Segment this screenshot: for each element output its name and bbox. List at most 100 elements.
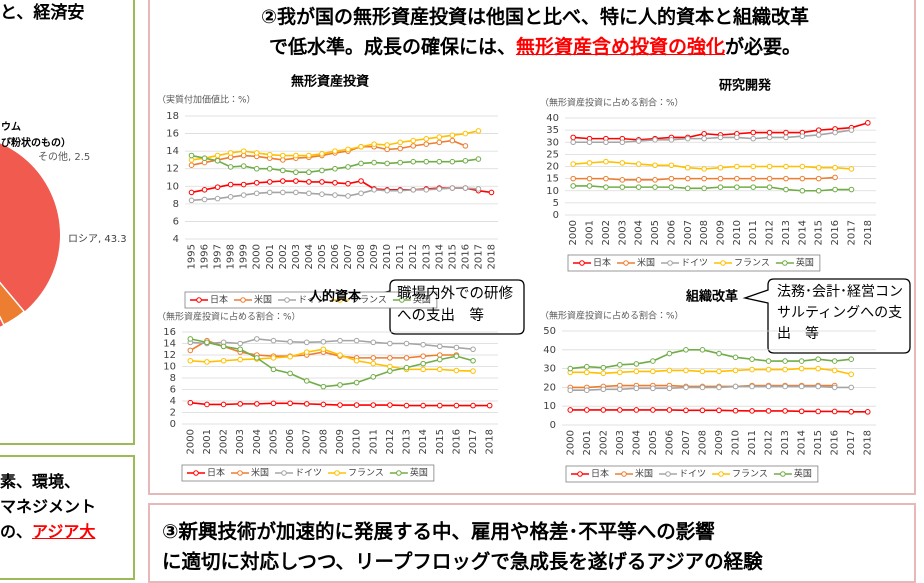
data-point	[332, 148, 338, 154]
data-point	[475, 186, 482, 192]
data-point	[619, 160, 626, 166]
data-point	[716, 350, 722, 357]
data-point	[717, 184, 724, 190]
data-point	[436, 402, 443, 409]
data-point	[652, 162, 658, 169]
data-point	[650, 407, 656, 413]
data-point	[397, 159, 403, 166]
x-tick-label: 2010	[732, 220, 743, 245]
data-point	[750, 135, 757, 142]
data-point	[783, 175, 789, 182]
data-point	[188, 162, 195, 168]
legend-box	[184, 291, 438, 309]
legend-marker	[396, 470, 402, 476]
y-tick-label: 12	[166, 164, 179, 175]
data-point	[603, 175, 609, 182]
data-point	[782, 358, 788, 364]
data-point	[583, 369, 590, 376]
legend-box	[181, 464, 435, 482]
data-point	[345, 193, 351, 199]
series-line	[191, 180, 492, 194]
data-point	[475, 128, 482, 134]
data-point	[603, 184, 609, 190]
data-point	[766, 184, 773, 190]
data-point	[650, 385, 656, 392]
x-tick-label: 1996	[200, 244, 211, 269]
data-point	[765, 408, 772, 414]
data-point	[287, 338, 293, 345]
data-point	[765, 383, 772, 390]
data-point	[287, 370, 293, 377]
data-point	[831, 384, 838, 391]
y-tick-label: 16	[163, 327, 176, 338]
x-tick-label: 2014	[434, 244, 445, 269]
x-tick-label: 2017	[473, 244, 484, 269]
data-point	[815, 175, 822, 182]
data-point	[332, 165, 338, 172]
y-tick-label: 0	[170, 419, 176, 430]
data-point	[765, 358, 772, 364]
data-point	[750, 175, 757, 182]
data-point	[436, 134, 443, 140]
data-point	[699, 347, 706, 353]
data-point	[240, 148, 247, 154]
data-point	[319, 191, 325, 197]
data-point	[188, 189, 195, 196]
x-tick-label: 2011	[368, 429, 379, 454]
series-line	[191, 139, 466, 166]
legend-marker	[621, 471, 627, 477]
data-point	[683, 407, 689, 414]
data-point	[410, 137, 417, 144]
data-point	[586, 160, 593, 166]
data-point	[436, 366, 443, 373]
data-point	[240, 181, 247, 188]
data-point	[583, 407, 590, 413]
data-point	[227, 164, 234, 170]
y-tick-label: 15	[546, 174, 559, 185]
data-point	[370, 339, 377, 346]
x-tick-label: 2013	[402, 429, 413, 454]
data-point	[384, 160, 390, 167]
data-point	[387, 402, 393, 408]
x-tick-label: 2012	[764, 430, 775, 455]
data-point	[848, 166, 855, 172]
legend-label: 英国	[410, 467, 428, 479]
data-point	[799, 133, 806, 139]
data-point	[254, 336, 260, 342]
x-tick-label: 2016	[460, 244, 471, 269]
legend-marker	[337, 297, 343, 303]
data-point	[462, 185, 469, 191]
legend-marker	[240, 297, 246, 303]
data-point	[306, 169, 312, 176]
data-point	[423, 136, 430, 142]
data-point	[293, 178, 299, 184]
left-top-text: と、経済安	[0, 3, 85, 23]
data-point	[204, 401, 210, 408]
legend-marker	[720, 260, 726, 266]
legend-label: ドイツ	[679, 470, 706, 480]
data-point	[848, 409, 855, 415]
legend-label: ドイツ	[295, 469, 322, 479]
text: の、	[0, 522, 33, 541]
data-point	[617, 362, 623, 368]
data-point	[650, 358, 656, 364]
x-tick-label: 2005	[317, 244, 328, 269]
x-tick-label: 2000	[565, 430, 576, 455]
data-point	[815, 356, 821, 363]
data-point	[370, 402, 377, 408]
y-tick-label: 50	[543, 326, 556, 337]
data-point	[633, 368, 640, 375]
data-point	[798, 408, 805, 415]
data-point	[280, 167, 286, 174]
x-tick-label: 2002	[278, 244, 289, 269]
data-point	[799, 163, 806, 170]
y-tick-label: 40	[543, 345, 556, 356]
data-point	[397, 187, 403, 194]
pie-legend-text: び粉状のもの）	[1, 138, 71, 149]
data-point	[701, 166, 707, 172]
data-point	[293, 152, 299, 159]
data-point	[436, 186, 443, 192]
legend-label: ドイツ	[681, 259, 708, 269]
data-point	[848, 127, 855, 133]
data-point	[214, 158, 221, 164]
